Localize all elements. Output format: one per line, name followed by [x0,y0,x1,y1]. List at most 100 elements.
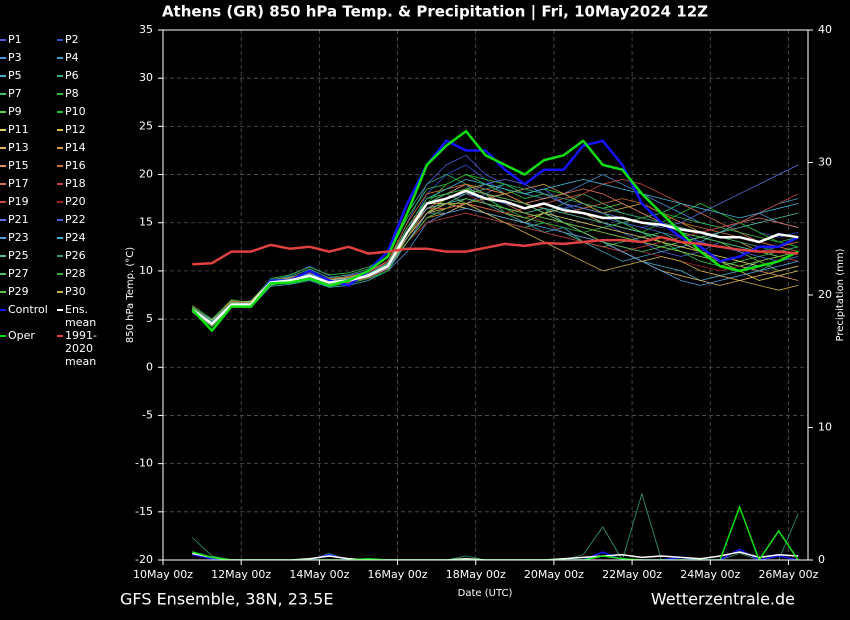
legend-label: P27 [8,267,29,280]
legend-swatch [57,183,63,185]
legend-swatch [0,75,6,77]
legend-swatch [0,237,6,239]
legend-label: P25 [8,249,29,262]
precip-line [192,551,799,560]
x-tick-label: 18May 00z [446,568,506,581]
footer-site: Wetterzentrale.de [651,590,795,609]
temp-line [192,183,799,322]
y-tick-label: 10 [139,264,153,277]
legend-label: P6 [65,69,79,82]
legend-swatch [0,165,6,167]
x-tick-label: 14May 00z [289,568,349,581]
legend-label: P28 [65,267,86,280]
legend-label: P11 [8,123,29,136]
legend-swatch [0,219,6,221]
temp-line [191,189,799,326]
legend-label: P18 [65,177,86,190]
temp-line [192,183,799,325]
legend-swatch [0,335,6,337]
legend-label: P7 [8,87,22,100]
legend-label: P22 [65,213,86,226]
y2-tick-label: 10 [818,421,832,434]
legend-swatch [57,255,63,257]
x-tick-label: 12May 00z [211,568,271,581]
x-tick-label: 24May 00z [680,568,740,581]
legend-swatch [0,93,6,95]
legend-swatch [57,201,63,203]
legend-label: P2 [65,33,79,46]
y2-tick-label: 30 [818,156,832,169]
legend-swatch [0,255,6,257]
legend-label: P23 [8,231,29,244]
y2-tick-label: 0 [818,553,825,566]
legend-label: P14 [65,141,86,154]
y-tick-label: -20 [135,553,153,566]
x-tick-label: 16May 00z [368,568,428,581]
x-tick-label: 26May 00z [758,568,818,581]
legend-label: P9 [8,105,22,118]
legend-swatch [57,237,63,239]
legend-swatch [57,273,63,275]
y-tick-label: 5 [146,312,153,325]
legend-label: Control [8,303,48,316]
legend-label: P4 [65,51,79,64]
legend-label: P3 [8,51,22,64]
temp-line [192,198,799,325]
legend-swatch [57,93,63,95]
legend-label: P8 [65,87,79,100]
legend-swatch [0,291,6,293]
legend-swatch [0,111,6,113]
y-tick-label: 20 [139,168,153,181]
legend-label: P12 [65,123,86,136]
plot-area [191,129,799,560]
temp-line [192,164,799,322]
legend-swatch [57,335,63,337]
x-tick-label: 20May 00z [524,568,584,581]
y-tick-label: 25 [139,119,153,132]
legend-label: P1 [8,33,22,46]
y-tick-label: 35 [139,23,153,36]
legend-label: P16 [65,159,86,172]
legend-swatch [57,219,63,221]
precip-line [192,492,799,560]
temp-line [192,154,799,320]
legend-swatch [0,147,6,149]
legend-label: P30 [65,285,86,298]
x-axis-label: Date (UTC) [458,588,513,599]
legend-swatch [57,291,63,293]
y-tick-label: -10 [135,457,153,470]
legend-label: P20 [65,195,86,208]
legend-swatch [57,165,63,167]
legend-swatch [0,39,6,41]
legend-label: P24 [65,231,86,244]
precip-line [192,504,799,560]
temp-line [192,235,799,266]
legend-swatch [57,57,63,59]
y2-tick-label: 40 [818,23,832,36]
temp-line [191,129,799,332]
legend-label: 1991-2020 mean [65,329,97,368]
y2-axis-label: Precipitation (mm) [835,248,846,341]
legend-label: P19 [8,195,29,208]
y-tick-label: -5 [142,408,153,421]
temp-line [192,198,799,325]
legend-label: P17 [8,177,29,190]
temp-line [192,207,799,325]
x-tick-label: 10May 00z [133,568,193,581]
legend-swatch [0,129,6,131]
legend-label: P5 [8,69,22,82]
legend-swatch [57,129,63,131]
temp-line [192,193,799,326]
legend-swatch [0,309,6,311]
legend-swatch [0,183,6,185]
y-tick-label: -15 [135,505,153,518]
legend-swatch [57,111,63,113]
chart-title: Athens (GR) 850 hPa Temp. & Precipitatio… [162,3,708,22]
legend-label: P13 [8,141,29,154]
legend-label: P26 [65,249,86,262]
legend-swatch [0,201,6,203]
y-tick-label: 30 [139,71,153,84]
legend-swatch [0,273,6,275]
